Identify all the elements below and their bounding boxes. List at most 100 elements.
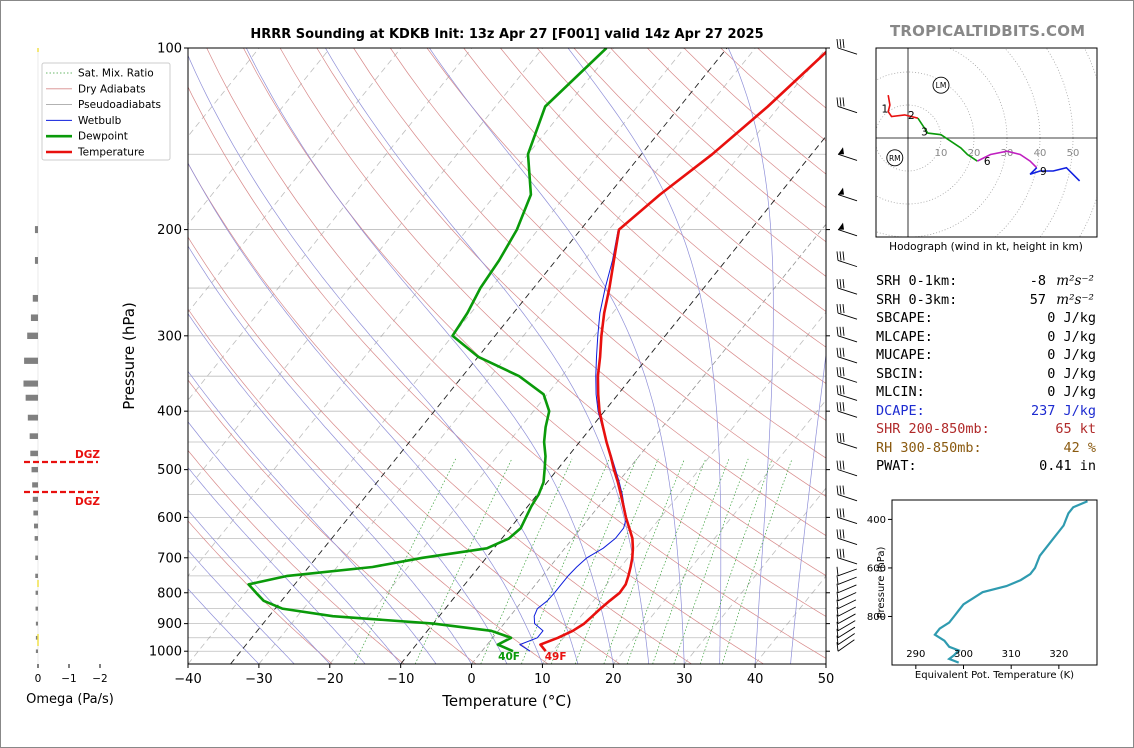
wind-barb-shaft (837, 584, 857, 594)
wind-barb-feather (836, 460, 839, 470)
hodograph-ring-label: 20 (968, 148, 981, 159)
param-value: -8 (1029, 273, 1046, 289)
wind-barb-shaft (837, 312, 858, 320)
legend-entry: Wetbulb (78, 115, 122, 127)
param-label: DCAPE: (876, 402, 925, 419)
wind-barb (836, 575, 857, 585)
theta-e-x-tick-label: 300 (954, 649, 973, 660)
param-label: MUCAPE: (876, 347, 933, 363)
hodograph-ring-label: 10 (935, 148, 948, 159)
wind-barb (836, 485, 858, 502)
wind-barb-shaft (837, 557, 858, 565)
wind-barb-shaft (837, 106, 858, 114)
legend-entry: Temperature (77, 147, 145, 159)
hodograph-height-label: 1 (882, 103, 889, 115)
param-value: 0.41 in (1039, 458, 1096, 474)
dgz-label: DGZ (75, 449, 100, 461)
y-tick-label: 100 (157, 42, 182, 57)
wind-barb (836, 583, 857, 594)
series-temperature-line (539, 50, 826, 653)
hodograph-height-label: 6 (984, 156, 991, 168)
param-label: MLCIN: (876, 384, 925, 400)
wind-barb-feather (839, 278, 842, 289)
param-label: RH 300-850mb: (876, 439, 982, 456)
wind-barb-shaft (837, 441, 858, 449)
param-row: SRH 0-1km: -8 m²s⁻² (876, 272, 1096, 291)
param-unit: m²s⁻² (1052, 291, 1094, 308)
wind-barb-shaft (837, 568, 857, 577)
theta-e-plot (933, 500, 1088, 664)
dry-adiabat (536, 48, 826, 312)
omega-bar (24, 357, 38, 364)
param-value: 57 (1029, 291, 1046, 308)
omega-x-tick-label: 0 (35, 673, 42, 685)
param-row: SRH 0-3km: 57 m²s⁻² (876, 291, 1096, 310)
mixing-ratio-line (414, 458, 513, 664)
omega-bar (35, 621, 38, 626)
mixing-ratio-line (626, 458, 707, 664)
x-tick-label: −40 (174, 672, 201, 687)
param-row: SBCIN: 0 J/kg (876, 365, 1096, 384)
hodograph-frame (875, 47, 1098, 238)
wind-barb-feather (839, 326, 842, 336)
legend-entry: Sat. Mix. Ratio (78, 68, 154, 80)
wind-barb-feather (842, 508, 845, 518)
param-label: SRH 0-1km: (876, 273, 958, 289)
y-tick-label: 1000 (149, 645, 182, 660)
wind-barb-feather (839, 402, 842, 412)
chart-title: HRRR Sounding at KDKB Init: 13z Apr 27 [… (250, 27, 764, 42)
wind-barb-shaft (837, 537, 858, 545)
wind-barb-feather (836, 635, 839, 645)
wind-barb-shaft (837, 626, 856, 639)
wind-barb-shaft (837, 260, 858, 268)
hodograph-segment (976, 150, 1038, 169)
y-axis-label: Pressure (hPa) (120, 302, 138, 410)
param-label: MLCAPE: (876, 328, 933, 345)
wind-barb-feather (839, 548, 842, 558)
x-axis-label: Temperature (°C) (441, 692, 571, 710)
wind-barb (836, 432, 858, 449)
param-value: 65 kt (1055, 421, 1096, 437)
wind-barb-feather (842, 303, 845, 314)
y-tick-label: 200 (157, 223, 182, 238)
wind-barb (836, 251, 858, 268)
omega-bar (34, 257, 38, 264)
wind-barb-feather (836, 628, 839, 638)
wind-barb (836, 606, 856, 617)
omega-bar (35, 649, 38, 653)
omega-bar (35, 635, 38, 640)
dry-adiabat (188, 162, 692, 664)
wind-barb-feather (839, 38, 842, 49)
omega-bar (29, 433, 38, 439)
isotherm-line (188, 48, 544, 489)
wind-barb (836, 460, 858, 477)
isotherm-line (329, 48, 826, 664)
wind-barb-feather (842, 460, 845, 470)
wind-barb-shaft (837, 393, 858, 401)
surface-dewpoint-label: 40F (498, 651, 520, 663)
pseudoadiabat (325, 48, 650, 664)
pseudoadiabat (188, 313, 472, 664)
dry-adiabat (188, 379, 477, 664)
storm-motion-marker (886, 149, 904, 167)
dry-adiabat (188, 308, 549, 664)
legend: Sat. Mix. Ratio Dry Adiabats Pseudoadiabat… (41, 62, 171, 161)
wind-barb (836, 278, 858, 295)
x-tick-label: 40 (747, 672, 764, 687)
wind-barb (836, 402, 858, 418)
omega-bar (34, 523, 38, 529)
omega-x-tick-label: −1 (61, 673, 76, 685)
wind-barb-flag (838, 147, 844, 155)
hodograph-ring (677, 0, 1134, 369)
omega-bar (30, 450, 38, 457)
param-label: PWAT: (876, 458, 917, 474)
param-value: 237 J/kg (1030, 402, 1096, 419)
wind-barb-feather (842, 432, 845, 443)
x-tick-label: 0 (467, 672, 475, 687)
wind-barb-shaft (837, 606, 856, 617)
brand-watermark: TROPICALTIDBITS.COM (890, 22, 1086, 40)
wind-barb-feather (839, 303, 842, 314)
theta-e-x-tick-label: 320 (1049, 649, 1068, 660)
wind-barb-shaft (837, 410, 858, 418)
